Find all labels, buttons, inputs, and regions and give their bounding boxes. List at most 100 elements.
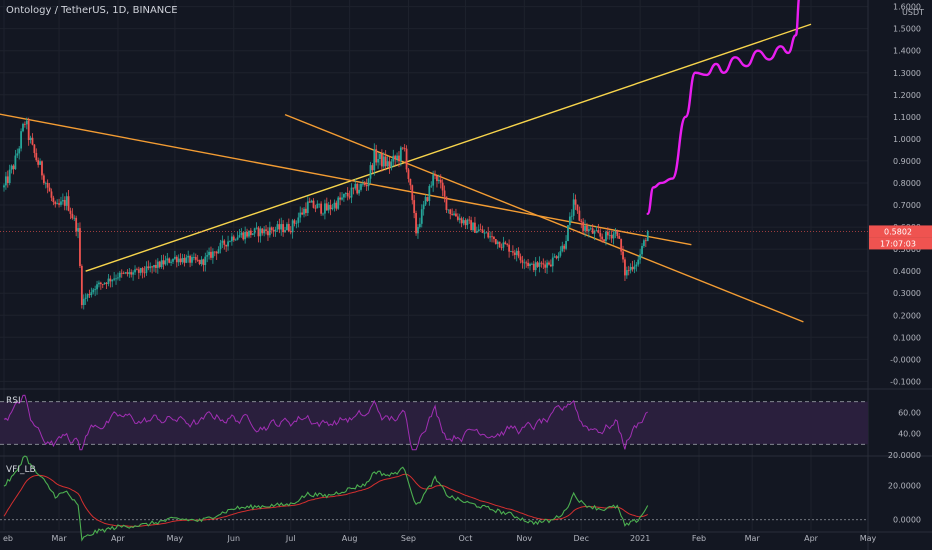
candle-body: [291, 220, 294, 233]
candle-body: [316, 203, 319, 209]
time-tick-label: Nov: [516, 534, 532, 543]
candle-body: [306, 201, 309, 213]
candle-body: [96, 284, 98, 290]
candle-body: [128, 272, 131, 275]
candle-body: [582, 221, 585, 231]
candle-body: [441, 182, 444, 191]
candle-body: [546, 262, 548, 268]
price-tick-label: 1.1000: [893, 113, 921, 122]
candle-body: [331, 207, 334, 210]
candle-body: [466, 219, 469, 226]
candle-body: [208, 251, 210, 256]
candle-body: [413, 200, 416, 214]
candle-body: [455, 213, 457, 217]
candle-body: [75, 217, 78, 232]
candle-body: [561, 245, 564, 252]
price-tick-label: 0.7000: [893, 201, 921, 210]
candle-body: [493, 236, 495, 240]
candle-body: [449, 209, 452, 215]
candle-body: [360, 183, 362, 190]
candle-body: [73, 217, 76, 219]
candle-body: [350, 187, 353, 198]
candle-body: [217, 249, 220, 254]
candle-body: [25, 120, 28, 125]
candle-body: [92, 289, 95, 293]
candle-body: [565, 241, 567, 249]
candle-body: [479, 229, 482, 231]
axes: 1.6000 1.5000 1.4000 1.3000 1.2000 1.1000 1.00…: [0, 3, 932, 543]
candle-body: [591, 228, 594, 234]
candle-body: [58, 203, 60, 205]
candle-body: [211, 251, 214, 258]
candle-body: [390, 161, 393, 168]
candle-body: [194, 257, 197, 260]
candle-body: [164, 260, 167, 265]
candle-body: [132, 272, 135, 275]
candle-body: [544, 264, 547, 268]
rsi-pane: 60.00 40.00 20.0000: [0, 394, 921, 460]
candle-body: [451, 214, 454, 215]
candle-body: [143, 272, 146, 274]
time-tick-label: Jun: [227, 534, 241, 543]
price-tick-label: 1.3000: [893, 69, 921, 78]
time-tick-label: eb: [3, 534, 13, 543]
vfi-pane: 20.0000 0.0000: [0, 455, 921, 542]
candle-body: [259, 228, 262, 237]
candle-body: [580, 220, 583, 222]
candle-body: [99, 282, 102, 284]
candle-body: [506, 244, 509, 245]
candle-body: [3, 185, 5, 188]
candle-body: [527, 262, 529, 267]
candle-body: [84, 297, 87, 299]
candle-body: [229, 241, 231, 243]
candle-body: [447, 209, 450, 211]
candle-body: [570, 215, 573, 217]
candle-body: [41, 161, 43, 176]
candle-body: [213, 251, 216, 253]
candle-body: [4, 176, 7, 186]
candle-body: [295, 222, 298, 224]
candle-body: [183, 257, 186, 263]
candle-body: [80, 265, 83, 306]
candle-body: [363, 183, 366, 185]
candle-body: [502, 242, 505, 248]
candle-body: [394, 155, 397, 160]
candle-body: [614, 230, 617, 234]
price-tick-label: -0.1000: [890, 377, 921, 386]
candle-body: [312, 200, 315, 208]
trendline: [0, 113, 692, 246]
vfi-line: [3, 455, 649, 542]
time-tick-label: Aug: [342, 534, 358, 543]
candle-body: [230, 236, 233, 242]
candle-body: [200, 259, 203, 265]
candle-body: [409, 178, 412, 186]
candle-body: [639, 254, 642, 260]
candle-body: [12, 165, 15, 170]
time-tick-label: Sep: [401, 534, 416, 543]
candle-body: [587, 229, 590, 232]
candle-body: [265, 229, 267, 231]
candle-body: [20, 131, 22, 149]
candle-body: [354, 183, 357, 189]
candle-body: [198, 259, 201, 265]
candle-body: [48, 187, 51, 192]
candle-body: [417, 227, 419, 234]
candle-body: [215, 251, 218, 254]
candle-body: [464, 220, 467, 226]
candle-body: [504, 242, 507, 245]
candle-body: [168, 258, 171, 263]
candle-body: [584, 225, 586, 231]
candle-body: [500, 247, 503, 249]
candle-body: [179, 258, 182, 263]
candle-body: [287, 224, 290, 232]
candle-body: [549, 264, 552, 267]
candle-body: [346, 192, 349, 197]
candle-body: [525, 262, 528, 264]
candle-body: [244, 231, 247, 240]
candle-body: [474, 222, 476, 233]
candle-body: [270, 227, 273, 231]
candle-body: [635, 264, 638, 267]
candle-body: [472, 222, 474, 231]
time-tick-label: May: [167, 534, 184, 543]
